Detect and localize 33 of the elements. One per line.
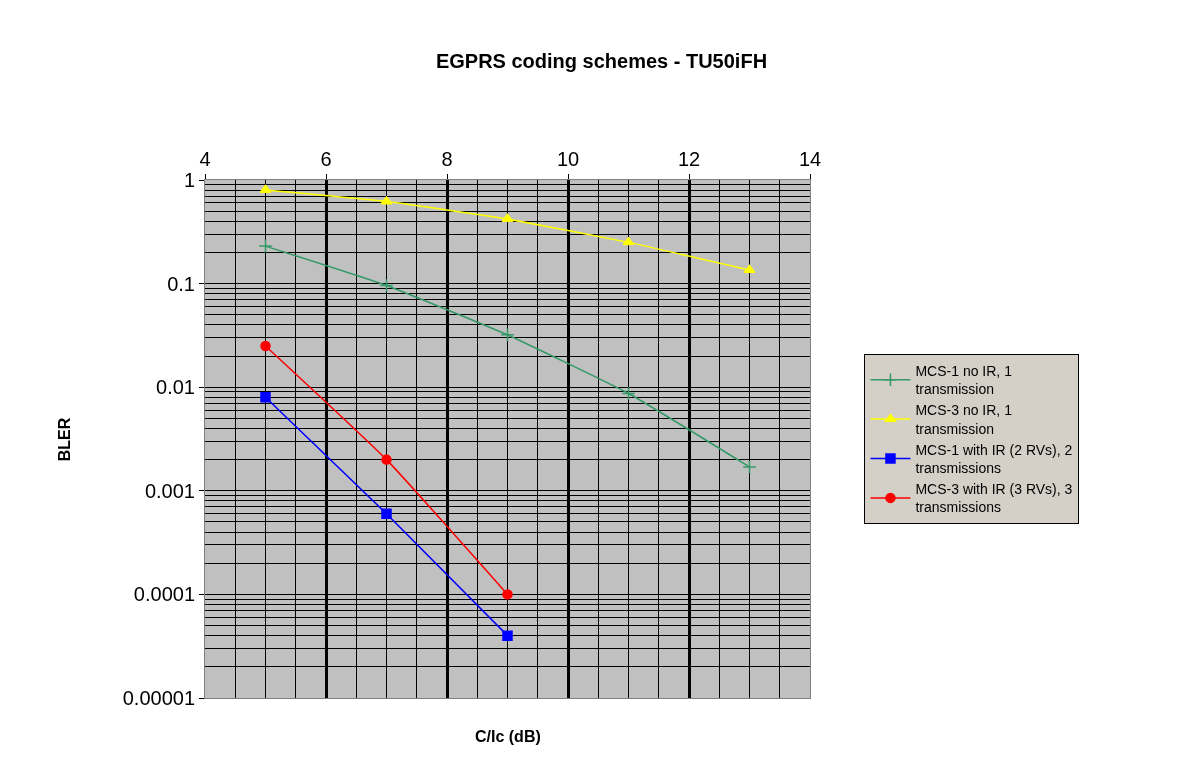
x-axis-title: C/Ic (dB) xyxy=(475,728,541,745)
point xyxy=(500,327,515,342)
point xyxy=(381,508,392,520)
x-tick-label: 10 xyxy=(556,148,580,170)
y-tick-label: 1 xyxy=(183,169,195,191)
y-tick-label: 0.01 xyxy=(156,376,195,399)
legend-label: MCS-1 no IR, 1 transmission xyxy=(915,363,1013,398)
y-tick-label: 0.1 xyxy=(167,272,195,295)
x-tick-label: 4 xyxy=(199,148,211,170)
point xyxy=(502,589,513,600)
y-tick-label: 0.00001 xyxy=(122,687,195,709)
y-tick-label: 0.0001 xyxy=(133,583,195,606)
legend-label: MCS-1 with IR (2 RVs), 2 transmissions xyxy=(915,441,1073,477)
x-tick-label: 6 xyxy=(320,148,332,170)
point xyxy=(379,278,394,293)
point xyxy=(621,386,636,401)
point xyxy=(502,630,513,641)
y-axis-title: BLER xyxy=(56,417,74,462)
chart-title: EGPRS coding schemes - TU50iFH xyxy=(435,50,768,73)
y-tick-label: 0.001 xyxy=(144,479,195,502)
x-tick-label: 14 xyxy=(798,148,822,170)
point xyxy=(742,459,757,474)
point xyxy=(260,340,271,352)
point xyxy=(260,391,271,403)
point xyxy=(381,454,392,465)
point xyxy=(258,239,273,254)
legend-label: MCS-3 no IR, 1 transmission xyxy=(915,402,1013,437)
x-tick-label: 12 xyxy=(677,148,701,170)
legend-label: MCS-3 with IR (3 RVs), 3 transmissions xyxy=(915,481,1073,516)
x-tick-label: 8 xyxy=(441,148,453,170)
point xyxy=(259,184,272,194)
point xyxy=(501,213,514,223)
point xyxy=(743,264,756,274)
